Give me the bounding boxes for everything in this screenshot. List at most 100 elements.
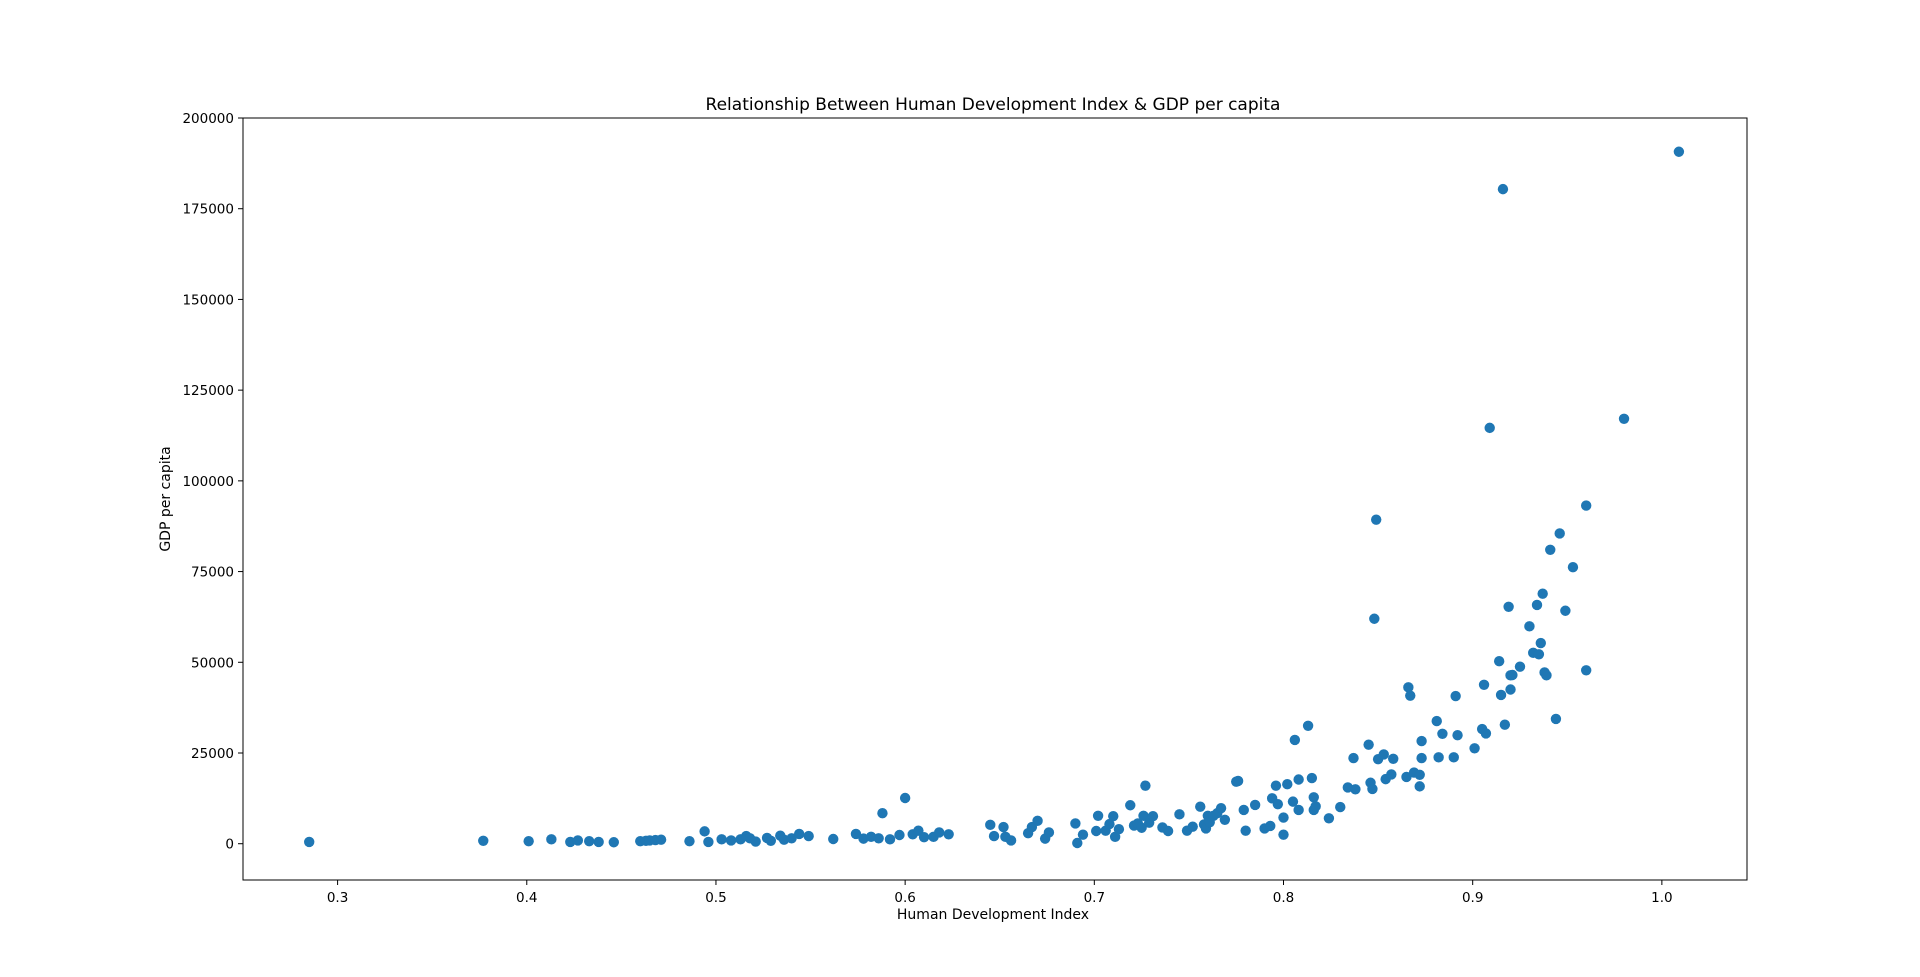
data-point [1091, 825, 1102, 837]
data-point [1414, 769, 1425, 780]
data-point [1480, 728, 1492, 739]
data-point [1195, 801, 1206, 812]
data-point [1113, 824, 1125, 835]
data-point [1484, 422, 1495, 434]
data-point [1350, 784, 1361, 795]
data-point [1433, 752, 1444, 763]
data-point [1249, 799, 1261, 811]
data-point [1278, 812, 1289, 823]
data-point [765, 835, 777, 847]
data-point [1270, 780, 1282, 791]
data-point [1401, 771, 1412, 783]
data-point [1174, 809, 1185, 820]
x-tick-label: 1.0 [1651, 890, 1672, 906]
data-point [1537, 588, 1548, 599]
data-point [1240, 825, 1251, 836]
data-point [716, 834, 727, 845]
data-point [1618, 413, 1630, 425]
x-tick-label: 0.5 [705, 890, 726, 906]
data-point [850, 828, 862, 840]
y-tick-label: 75000 [191, 565, 234, 581]
y-tick-label: 125000 [182, 383, 234, 399]
data-point [1503, 601, 1514, 612]
data-points [304, 146, 1685, 849]
data-point [1560, 605, 1571, 616]
data-point [1371, 514, 1382, 525]
data-point [873, 833, 884, 844]
y-tick-label: 150000 [182, 292, 234, 308]
data-point [655, 834, 667, 845]
x-tick-label: 0.7 [1084, 890, 1105, 906]
data-point [899, 792, 911, 804]
data-point [1388, 753, 1399, 765]
data-point [1215, 802, 1227, 814]
data-point [572, 835, 584, 846]
data-point [1072, 837, 1083, 849]
data-point [1162, 825, 1174, 837]
data-point [1335, 801, 1346, 813]
x-tick-label: 0.8 [1273, 890, 1294, 906]
data-point [1187, 821, 1198, 832]
data-point [523, 835, 534, 847]
data-point [1323, 813, 1335, 824]
data-point [1431, 715, 1442, 727]
data-point [1289, 734, 1301, 746]
data-point [1416, 735, 1427, 747]
data-point [593, 836, 604, 848]
data-point [1369, 613, 1380, 624]
data-point [1567, 562, 1579, 573]
data-point [1306, 772, 1318, 784]
y-axis-label: GDP per capita [158, 446, 174, 551]
y-tick-label: 50000 [191, 655, 234, 671]
data-point [786, 833, 797, 844]
data-point [725, 835, 737, 846]
data-point [1493, 656, 1505, 667]
data-point [794, 828, 805, 840]
data-point [1495, 689, 1507, 701]
data-point [933, 827, 945, 838]
data-point [1580, 500, 1592, 511]
data-point [1140, 780, 1151, 791]
x-tick-label: 0.4 [516, 890, 537, 906]
data-point [1533, 649, 1545, 660]
data-point [1554, 528, 1565, 539]
data-point [943, 829, 954, 840]
data-point [1272, 798, 1284, 810]
data-point [1138, 810, 1149, 821]
data-point [1125, 800, 1136, 811]
data-point [1282, 779, 1293, 790]
data-point [703, 836, 714, 848]
data-point [1092, 810, 1104, 821]
data-point [1414, 781, 1425, 792]
x-tick-label: 0.3 [327, 890, 348, 906]
data-point [1514, 661, 1526, 672]
data-point [1507, 669, 1518, 681]
data-point [1535, 637, 1546, 649]
data-point [1403, 682, 1414, 693]
data-point [803, 830, 814, 842]
y-tick-label: 175000 [182, 202, 234, 218]
data-point [1405, 690, 1416, 701]
data-point [1104, 818, 1115, 830]
data-point [1386, 769, 1397, 780]
data-point [1219, 814, 1231, 825]
data-point [478, 835, 489, 847]
data-point [1293, 774, 1304, 785]
data-point [1032, 815, 1043, 827]
data-point [1541, 670, 1552, 681]
data-point [1545, 544, 1556, 555]
x-axis-label: Human Development Index [897, 907, 1089, 923]
data-point [1673, 146, 1685, 157]
data-point [1308, 792, 1319, 803]
data-point [1452, 730, 1463, 741]
plot-area [242, 117, 1748, 881]
data-point [1505, 684, 1516, 695]
data-point [1580, 665, 1592, 676]
data-point [1367, 783, 1378, 795]
data-point [988, 830, 1000, 842]
data-point [608, 837, 619, 848]
data-point [750, 836, 761, 847]
data-point [1147, 810, 1159, 822]
data-point [1450, 690, 1461, 702]
